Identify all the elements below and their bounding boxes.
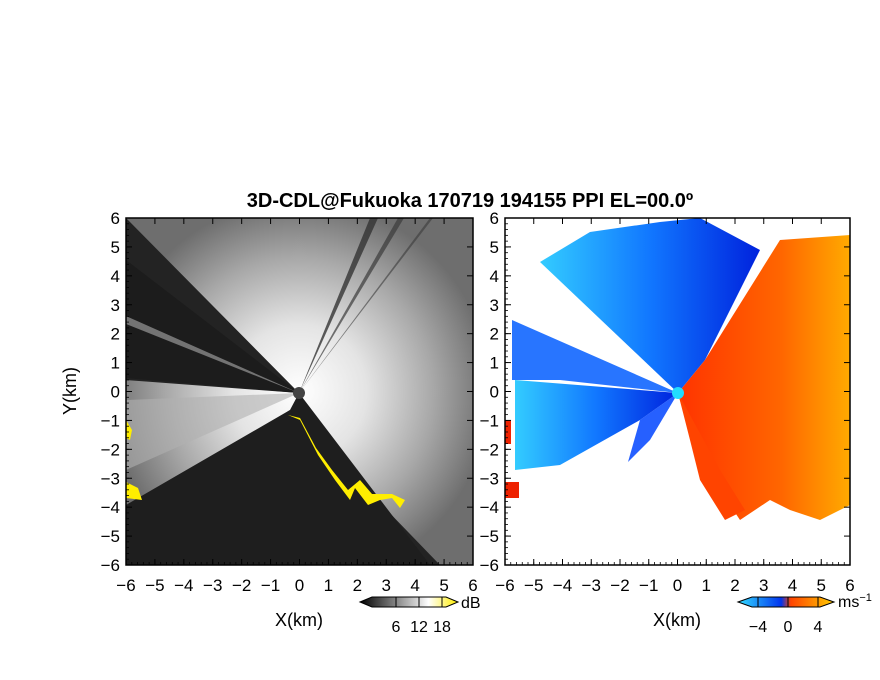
x-tick-label: −4 [174,576,193,595]
reflectivity-blocked-wedge [126,260,299,393]
colorbar-tick-label: −4 [749,619,767,636]
y-tick-label: 4 [490,267,499,286]
chart-title: 3D-CDL@Fukuoka 170719 194155 PPI EL=00.0… [247,190,693,212]
y-tick-label: 3 [490,296,499,315]
x-tick-label: 6 [468,576,477,595]
y-axis-label: Y(km) [60,367,80,415]
x-tick-label: −2 [610,576,629,595]
x-tick-label: 3 [759,576,768,595]
reflectivity-image [126,218,473,565]
y-tick-label: −3 [480,469,499,488]
y-tick-label: −1 [101,411,120,430]
y-tick-label: −4 [101,498,120,517]
x-tick-label: 0 [673,576,682,595]
y-tick-label: −5 [480,527,499,546]
x-axis-label-left: X(km) [275,610,323,630]
reflectivity-blocked-lower [126,393,430,565]
velocity-receding-region [678,235,850,520]
y-tick-label: 3 [111,296,120,315]
x-tick-label: −1 [261,576,280,595]
x-tick-label: −2 [232,576,251,595]
x-tick-label: 5 [439,576,448,595]
y-tick-label: −3 [101,469,120,488]
y-tick-label: 0 [111,383,120,402]
x-tick-label: 1 [324,576,333,595]
velocity-approaching-region [540,218,760,393]
y-tick-label: −6 [101,556,120,575]
y-tick-label: 0 [490,383,499,402]
y-tick-label: −2 [480,440,499,459]
x-tick-label: 2 [730,576,739,595]
y-tick-label: 6 [111,209,120,228]
x-tick-label: −5 [524,576,543,595]
y-tick-label: −6 [480,556,499,575]
velocity-colorbar-unit: ms−1 [838,592,872,611]
y-tick-label: −4 [480,498,499,517]
x-axis-label-right: X(km) [653,610,701,630]
x-tick-label: −5 [145,576,164,595]
x-tick-label: 5 [817,576,826,595]
colorbar-tick-label: 4 [814,619,823,636]
x-tick-label: 4 [410,576,419,595]
x-tick-label: −1 [639,576,658,595]
x-tick-label: 4 [788,576,797,595]
y-tick-label: 2 [490,325,499,344]
reflectivity-colorbar-unit: dB [461,595,481,612]
y-tick-label: 2 [111,325,120,344]
colorbar-tick-label: 12 [410,619,428,636]
reflectivity-colorbar: dB 6 12 18 [358,595,481,636]
x-tick-label: −3 [582,576,601,595]
y-tick-label: 4 [111,267,120,286]
y-tick-label: −5 [101,527,120,546]
x-tick-label: 0 [295,576,304,595]
x-tick-label: −6 [495,576,514,595]
x-tick-label: −6 [116,576,135,595]
velocity-colorbar: ms−1 −4 0 4 [736,592,872,636]
x-tick-label: −3 [203,576,222,595]
x-tick-label: −4 [553,576,572,595]
x-tick-label: 3 [382,576,391,595]
y-tick-label: 1 [111,354,120,373]
x-tick-label: 6 [845,576,854,595]
y-tick-label: 6 [490,209,499,228]
y-tick-label: −1 [480,411,499,430]
y-tick-label: 1 [490,354,499,373]
y-tick-label: 5 [490,238,499,257]
y-tick-label: 5 [111,238,120,257]
colorbar-tick-label: 0 [784,619,793,636]
y-tick-label: −2 [101,440,120,459]
x-tick-label: 2 [353,576,362,595]
x-tick-label: 1 [702,576,711,595]
velocity-image [505,218,850,565]
colorbar-tick-label: 6 [392,619,401,636]
reflectivity-high-echo [288,415,405,508]
colorbar-tick-label: 18 [433,619,451,636]
